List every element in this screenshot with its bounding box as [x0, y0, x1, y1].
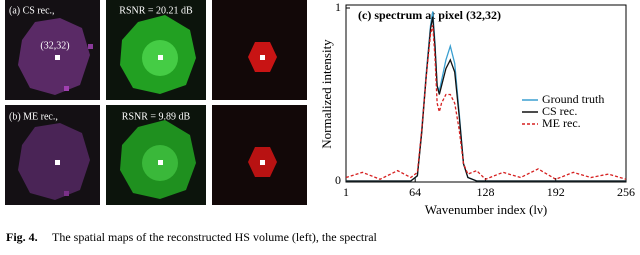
pixel-marker: [158, 55, 163, 60]
x-tick-label: 256: [617, 185, 635, 199]
legend-label: ME rec.: [542, 116, 581, 130]
spot: [64, 191, 69, 196]
pixel-marker: [158, 160, 163, 165]
pixel-marker: [260, 160, 265, 165]
x-axis-label: Wavenumber index (lν): [425, 202, 548, 217]
y-tick-label: 1: [335, 0, 341, 14]
caption-text: The spatial maps of the reconstructed HS…: [52, 230, 378, 244]
image-panels: (a) CS rec., (b) ME rec., RSNR = 20.21 d…: [5, 0, 307, 205]
x-tick-label: 1: [343, 185, 349, 199]
pixel-label: (32,32): [40, 40, 69, 51]
caption-label: Fig. 4.: [6, 230, 38, 244]
series-line: [345, 25, 627, 181]
rsnr-label: RSNR = 20.21 dB: [119, 5, 193, 16]
x-tick-label: 128: [476, 185, 494, 199]
legend-label: Ground truth: [542, 92, 604, 106]
spot: [64, 86, 69, 91]
chart-title: (c) spectrum at pixel (32,32): [358, 8, 501, 22]
x-tick-label: 192: [547, 185, 565, 199]
row-label: (a) CS rec.,: [9, 5, 55, 16]
spot: [88, 44, 93, 49]
pixel-marker: [55, 160, 60, 165]
row-label: (b) ME rec.,: [9, 111, 58, 122]
cell-map: [18, 18, 90, 95]
legend-label: CS rec.: [542, 104, 577, 118]
pixel-marker: [55, 55, 60, 60]
rsnr-label: RSNR = 9.89 dB: [122, 111, 191, 122]
x-tick-label: 64: [409, 185, 421, 199]
y-tick-label: 0: [335, 173, 341, 187]
cell-map: [18, 123, 90, 200]
pixel-marker: [260, 55, 265, 60]
series-line: [346, 16, 626, 182]
plot-frame: [345, 4, 627, 183]
y-axis-label: Normalized intensity: [319, 39, 334, 149]
